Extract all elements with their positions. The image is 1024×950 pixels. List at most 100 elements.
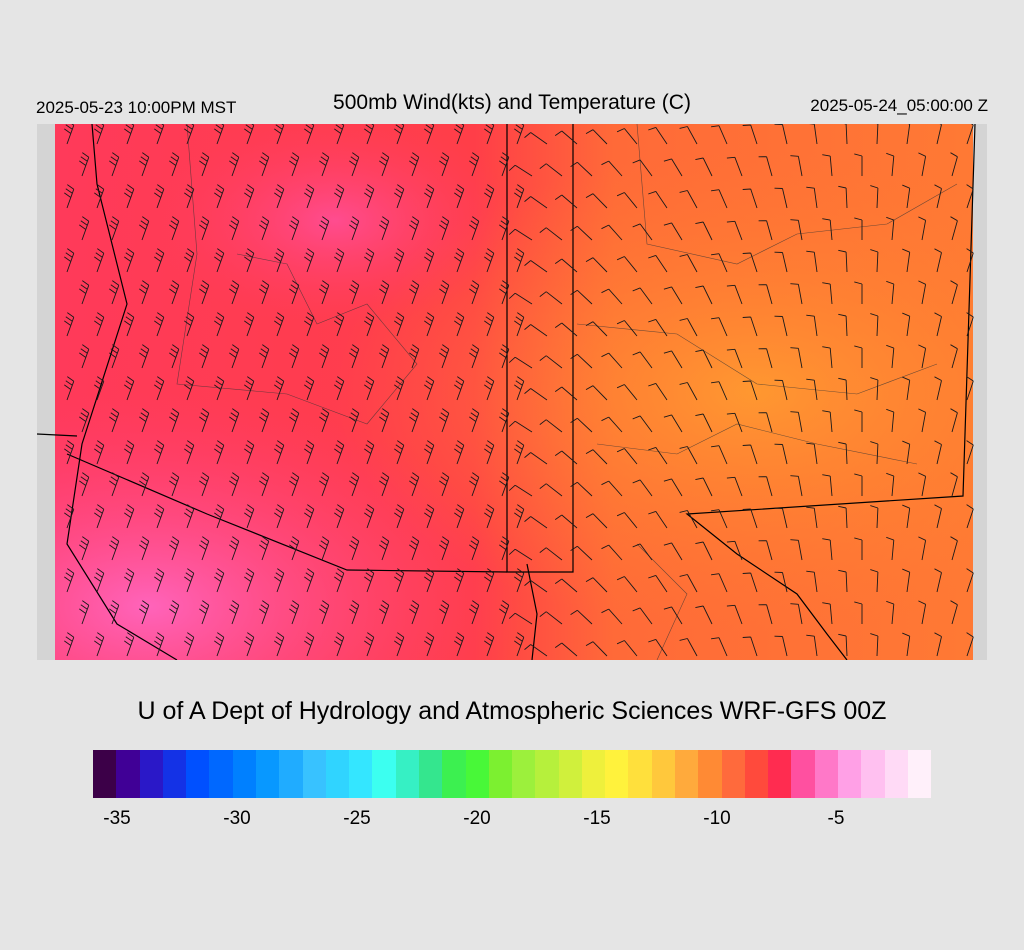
wind-barb [229, 152, 240, 177]
wind-barb [790, 475, 803, 497]
wind-barb [124, 504, 135, 529]
wind-barb [214, 124, 225, 145]
colorbar-swatch [232, 750, 256, 798]
wind-barb [229, 600, 240, 625]
wind-barb [648, 638, 668, 657]
wind-barb [454, 376, 465, 401]
wind-barb [154, 248, 165, 273]
wind-barb [632, 607, 653, 625]
wind-barb [790, 539, 803, 561]
wind-barb [616, 128, 638, 145]
wind-barb [139, 344, 150, 369]
wind-barb [334, 440, 345, 465]
wind-barb [585, 513, 608, 529]
wind-barb [570, 225, 593, 241]
wind-barb [484, 184, 495, 209]
wind-barb [229, 344, 240, 369]
colorbar-swatch [139, 750, 163, 798]
wind-barb [139, 536, 150, 561]
wind-barb [169, 536, 180, 561]
wind-barb [902, 632, 911, 657]
wind-barb [244, 376, 255, 401]
wind-barb [966, 124, 974, 145]
wind-barb [394, 440, 405, 465]
wind-barb [918, 600, 927, 625]
valid-time-utc: 2025-05-24_05:00:00 Z [810, 96, 988, 115]
wind-barb [726, 220, 743, 241]
wind-barb [758, 412, 773, 433]
valid-time-local: 2025-05-23 10:00PM MST [36, 98, 237, 117]
wind-barb [758, 540, 773, 561]
wind-barb [304, 124, 315, 145]
wind-barb [259, 536, 270, 561]
wind-barb [554, 514, 578, 529]
wind-barb [199, 152, 210, 177]
wind-barb [585, 449, 608, 465]
wind-barb [663, 286, 683, 305]
wind-barb [469, 216, 480, 241]
wind-barb [484, 504, 495, 529]
colorbar-swatch [302, 750, 326, 798]
wind-barb [484, 248, 495, 273]
wind-barb [229, 280, 240, 305]
wind-barb [394, 568, 405, 593]
wind-barb [154, 376, 165, 401]
wind-barb [570, 545, 593, 561]
wind-barb [139, 472, 150, 497]
wind-barb [774, 507, 788, 529]
wind-barb [214, 312, 225, 337]
wind-barb [758, 156, 773, 177]
wind-barb [934, 568, 942, 593]
wind-barb [695, 221, 713, 241]
wind-barbs [64, 124, 974, 657]
wind-barb [349, 280, 360, 305]
wind-barb [169, 152, 180, 177]
wind-barb [64, 632, 75, 657]
wind-barb [169, 280, 180, 305]
wind-barb [695, 605, 713, 625]
wind-barb [838, 441, 848, 465]
wind-barb [648, 510, 668, 529]
wind-barb [244, 184, 255, 209]
wind-barb [304, 568, 315, 593]
wind-barb [64, 568, 75, 593]
colorbar-swatch [907, 750, 932, 798]
wind-barb [870, 313, 879, 337]
wind-barb [554, 642, 578, 657]
wind-barb [454, 312, 465, 337]
wind-barb [539, 483, 563, 497]
colorbar-swatch [861, 750, 885, 798]
wind-barb [663, 478, 683, 497]
colorbar-swatch [675, 750, 699, 798]
wind-barb [679, 254, 698, 273]
wind-barb [109, 472, 120, 497]
temperature-colorbar [93, 750, 932, 798]
wind-barb [334, 124, 345, 145]
wind-barb [169, 472, 180, 497]
wind-barb [319, 408, 330, 433]
wind-barb [648, 574, 668, 593]
border-short [37, 433, 78, 437]
wind-barb [632, 159, 653, 177]
model-credit: U of A Dept of Hydrology and Atmospheric… [137, 697, 887, 725]
county-borders [176, 124, 958, 660]
wind-barb [663, 350, 683, 369]
wind-barb [379, 216, 390, 241]
wind-barb [109, 280, 120, 305]
wind-barb [539, 355, 563, 369]
wind-barb [742, 380, 758, 401]
wind-barb [274, 632, 285, 657]
wind-barb [214, 440, 225, 465]
wind-barb [524, 644, 548, 657]
wind-barb [711, 189, 728, 209]
wind-barb [64, 376, 75, 401]
wind-barb [274, 248, 285, 273]
wind-barb [229, 536, 240, 561]
wind-barb [838, 569, 848, 593]
wind-barb [934, 376, 942, 401]
wind-barb [154, 124, 165, 145]
wind-barb [554, 386, 578, 401]
wind-barb [902, 312, 911, 337]
colorbar-swatch [116, 750, 140, 798]
wind-barb [364, 440, 375, 465]
